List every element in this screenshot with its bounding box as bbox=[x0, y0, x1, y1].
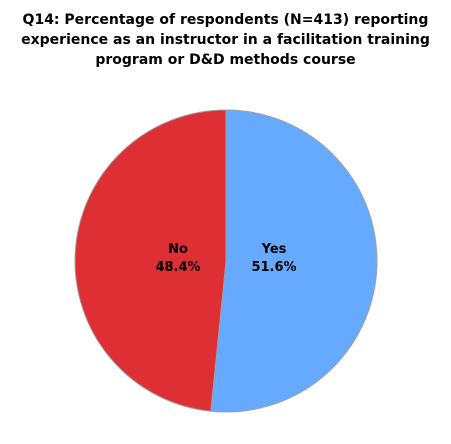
chart-title: Q14: Percentage of respondents (N=413) r… bbox=[8, 10, 443, 70]
slice-value-no: 48.4% bbox=[155, 260, 200, 275]
chart-title-line-2: experience as an instructor in a facilit… bbox=[21, 32, 430, 48]
pie-labels: Yes 51.6% No 48.4% bbox=[155, 242, 296, 275]
pie-slices bbox=[74, 109, 378, 413]
pie-slice-no bbox=[74, 109, 227, 412]
pie-slice-yes bbox=[210, 109, 378, 413]
slice-label-yes: Yes bbox=[261, 242, 287, 257]
chart-title-line-3: program or D&D methods course bbox=[95, 52, 356, 68]
slice-label-no: No bbox=[168, 242, 188, 257]
chart-title-line-1: Q14: Percentage of respondents (N=413) r… bbox=[22, 12, 429, 28]
slice-value-yes: 51.6% bbox=[251, 260, 296, 275]
